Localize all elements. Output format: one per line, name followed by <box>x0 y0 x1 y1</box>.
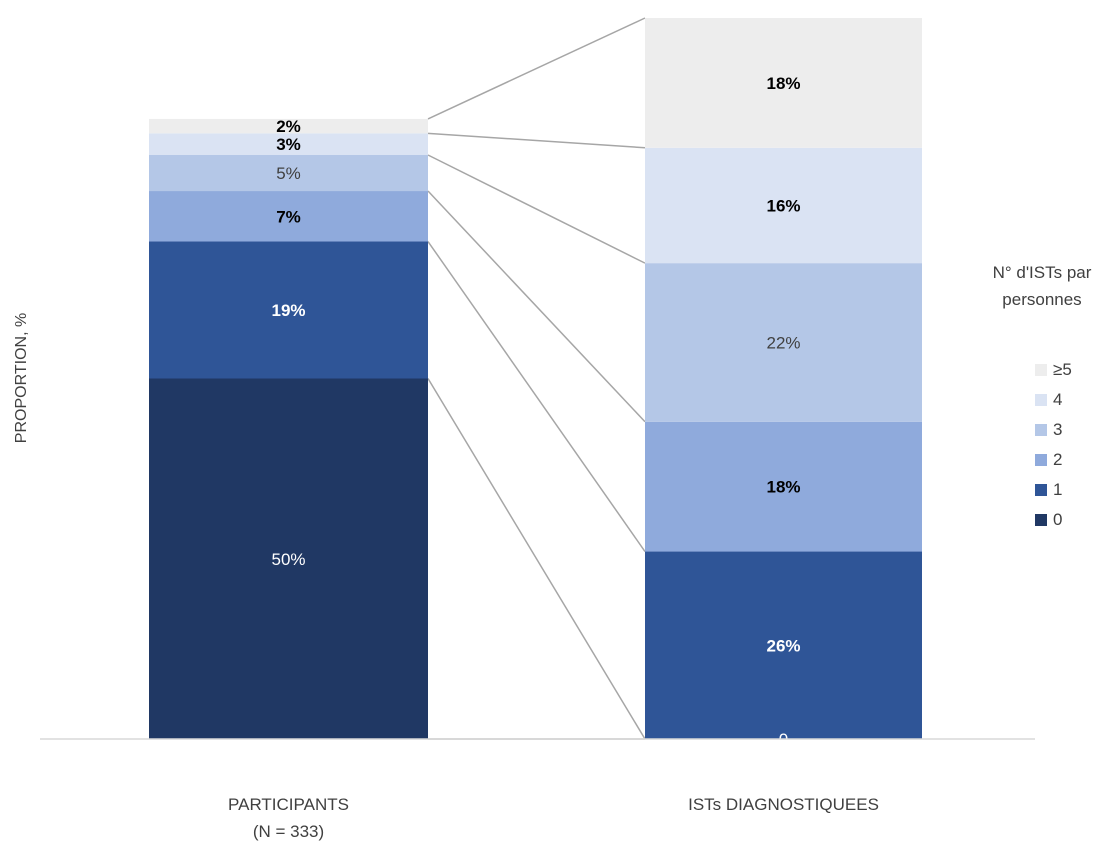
legend-label-1: 1 <box>1053 480 1062 499</box>
legend-swatch-0 <box>1035 514 1047 526</box>
series-line-6 <box>427 17 646 120</box>
bars <box>149 18 922 739</box>
bar-segment-1-0 <box>149 241 428 379</box>
category-labels: PARTICIPANTS (N = 333) ISTs DIAGNOSTIQUEES <box>228 795 879 841</box>
bar-segment-2-1 <box>645 421 922 552</box>
legend-title-1: personnes <box>1002 290 1081 309</box>
legend-swatch-1 <box>1035 484 1047 496</box>
bar-segment-1-1 <box>645 551 922 739</box>
legend-label-4: 4 <box>1053 390 1062 409</box>
series-line-1 <box>427 378 646 740</box>
series-line-3 <box>427 190 646 423</box>
data-label-3-1: 22% <box>766 333 800 352</box>
data-label-4-1: 16% <box>766 196 800 215</box>
bar-segment-4-1 <box>645 147 922 264</box>
bar-segment-≥5-0 <box>149 118 428 134</box>
data-label-1-1: 26% <box>766 636 800 655</box>
series-line-2 <box>427 241 646 552</box>
legend-label-≥5: ≥5 <box>1053 360 1072 379</box>
bar-segment-2-0 <box>149 191 428 242</box>
data-label-2-0: 7% <box>276 207 301 226</box>
legend-swatch-2 <box>1035 454 1047 466</box>
bar-segment-3-1 <box>645 263 922 422</box>
legend-label-0: 0 <box>1053 510 1062 529</box>
data-label-1-0: 19% <box>271 301 305 320</box>
bar-segment-≥5-1 <box>645 18 922 148</box>
category-label-1-0: ISTs DIAGNOSTIQUEES <box>688 795 879 814</box>
data-label-4-0: 3% <box>276 135 301 154</box>
data-label-0-0: 50% <box>271 550 305 569</box>
legend-swatch-4 <box>1035 394 1047 406</box>
data-label-≥5-0: 2% <box>276 117 301 136</box>
legend-title-0: N° d'ISTs par <box>993 263 1092 282</box>
bar-segment-4-0 <box>149 133 428 155</box>
legend-label-3: 3 <box>1053 420 1062 439</box>
series-line-4 <box>427 154 646 264</box>
category-label-0-1: (N = 333) <box>253 822 324 841</box>
data-label-2-1: 18% <box>766 478 800 497</box>
legend-swatch-3 <box>1035 424 1047 436</box>
legend-label-2: 2 <box>1053 450 1062 469</box>
category-label-0-0: PARTICIPANTS <box>228 795 349 814</box>
bar-segment-0-0 <box>149 378 428 739</box>
segment-labels: 50%019%26%7%18%5%22%3%16%2%18% <box>271 74 800 749</box>
bar-segment-3-0 <box>149 154 428 192</box>
legend: N° d'ISTs par personnes ≥5 4 3 2 1 0 <box>993 263 1092 529</box>
legend-swatch-≥5 <box>1035 364 1047 376</box>
data-label-≥5-1: 18% <box>766 74 800 93</box>
y-axis-title: PROPORTION, % <box>13 313 30 443</box>
series-line-5 <box>427 132 646 149</box>
series-lines <box>427 17 646 740</box>
data-label-3-0: 5% <box>276 164 301 183</box>
